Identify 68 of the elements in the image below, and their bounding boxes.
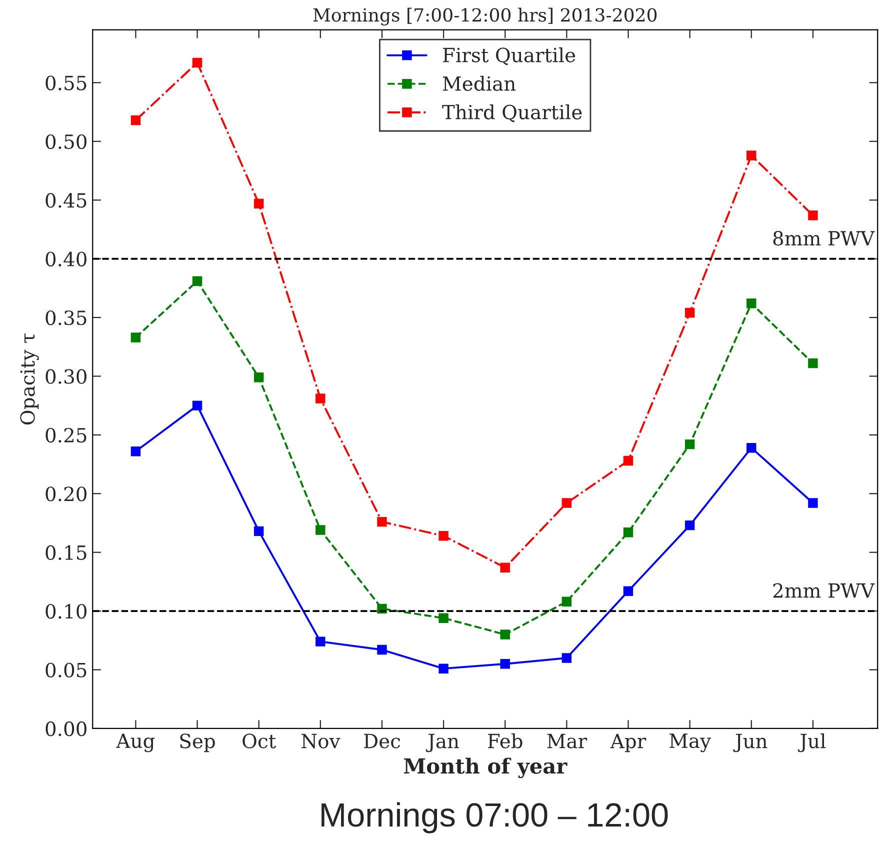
- x-tick-label: Oct: [242, 734, 276, 748]
- point: [192, 58, 202, 68]
- point: [316, 394, 326, 404]
- point: [623, 528, 634, 538]
- point: [684, 308, 695, 318]
- point: [623, 586, 634, 596]
- point: [130, 115, 141, 126]
- point: [192, 400, 202, 410]
- point: [746, 298, 756, 308]
- y-tick-label: 0.25: [46, 428, 86, 443]
- point: [684, 439, 695, 450]
- y-tick-label: 0.05: [46, 662, 86, 678]
- legend-label: Median: [442, 76, 516, 91]
- point: [316, 636, 326, 646]
- point: [562, 653, 572, 663]
- ref-line-label: 2mm PWV: [773, 583, 875, 598]
- point: [808, 498, 818, 508]
- y-tick-label: 0.35: [46, 310, 86, 326]
- point: [746, 150, 756, 160]
- point: [377, 644, 387, 655]
- ref-line-label: 8mm PWV: [773, 230, 875, 246]
- y-tick-label: 0.00: [46, 721, 86, 736]
- point: [377, 516, 387, 527]
- point: [254, 198, 264, 208]
- x-tick-label: Jun: [733, 734, 768, 752]
- x-tick-label: May: [670, 734, 711, 752]
- x-tick-label: Mar: [547, 734, 588, 748]
- legend-label: First Quartile: [443, 47, 576, 66]
- point: [623, 456, 634, 466]
- legend-label: Third Quartile: [442, 104, 582, 122]
- point: [562, 498, 572, 508]
- point: [500, 562, 510, 572]
- point: [746, 442, 756, 453]
- point: [500, 630, 510, 640]
- chart-title: Mornings [7:00-12:00 hrs] 2013-2020: [313, 8, 657, 26]
- x-tick-label: Nov: [302, 734, 340, 748]
- x-tick-label: Feb: [488, 733, 522, 748]
- text: Mornings 07:00 – 12:00: [322, 802, 668, 834]
- point: [808, 210, 818, 220]
- point: [192, 276, 202, 286]
- y-tick-label: 0.20: [46, 486, 86, 502]
- point: [254, 526, 264, 536]
- point: [316, 525, 326, 535]
- point: [438, 613, 448, 623]
- x-tick-label: Jan: [426, 734, 459, 752]
- point: [562, 596, 572, 607]
- point: [254, 372, 264, 382]
- point: [808, 358, 818, 368]
- x-tick-label: Sep: [180, 734, 215, 752]
- point: [130, 446, 141, 456]
- x-tick-label: Jul: [798, 733, 826, 752]
- y-tick-label: 0.40: [46, 252, 86, 266]
- y-tick-label: 0.55: [46, 76, 86, 90]
- y-tick-label: 0.15: [46, 545, 86, 560]
- x-axis-title: Month of year: [404, 758, 568, 778]
- x-tick-label: Apr: [610, 734, 646, 752]
- point: [438, 531, 448, 541]
- point: [438, 664, 448, 674]
- x-tick-label: Dec: [364, 734, 400, 748]
- point: [500, 659, 510, 669]
- y-tick-label: 0.10: [46, 604, 86, 619]
- point: [130, 332, 141, 342]
- y-tick-label: 0.50: [46, 134, 86, 150]
- y-axis-title: Opacity τ: [20, 333, 39, 424]
- y-tick-label: 0.45: [46, 193, 86, 208]
- x-tick-label: Aug: [116, 734, 155, 752]
- y-tick-label: 0.30: [46, 369, 86, 384]
- point: [684, 520, 695, 530]
